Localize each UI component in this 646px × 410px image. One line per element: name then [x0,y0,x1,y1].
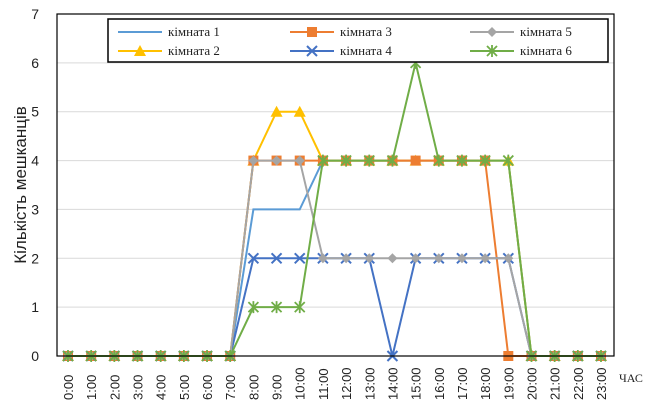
data-point-triangle [293,105,306,117]
plot-frame [56,13,615,357]
data-point-star [317,154,329,167]
data-point-diamond [317,253,328,264]
legend-label: кімната 2 [168,43,220,58]
y-tick-label: 1 [31,299,39,315]
legend-item: кімната 6 [470,43,572,58]
x-tick-label: 15:00 [409,367,424,400]
x-tick-label: 18:00 [478,367,493,400]
y-tick-label: 5 [31,104,39,120]
y-tick-label: 7 [31,6,39,22]
data-point-star [433,154,445,167]
data-point-diamond [487,27,497,37]
data-point-star [486,45,498,57]
data-point-diamond [503,253,514,264]
x-tick-label: 11:00 [316,368,331,400]
x-axis-label: ЧАС [619,371,643,385]
x-tick-label: 16:00 [432,367,447,400]
data-point-diamond [456,253,467,264]
x-tick-label: 22:00 [571,367,586,400]
legend-item: кімната 3 [290,24,392,39]
data-point-star [363,154,375,167]
data-point-triangle [134,45,146,56]
data-point-diamond [271,155,282,166]
data-point-diamond [387,253,398,264]
data-point-x [247,252,260,264]
legend-label: кімната 1 [168,24,220,39]
x-tick-label: 19:00 [501,367,516,400]
x-tick-label: 13:00 [362,367,377,400]
y-tick-label: 6 [31,55,39,71]
legend-item: кімната 2 [118,43,220,58]
x-tick-label: 17:00 [455,367,470,400]
x-axis-ticks: 0:00 1:00 2:00 3:00 4:00 5:00 6:00 7:00 8:00 9:00… [61,367,609,400]
y-tick-label: 0 [31,348,39,364]
data-point-star [340,154,352,167]
y-tick-label: 3 [31,201,39,217]
x-tick-label: 8:00 [246,375,261,400]
legend-label: кімната 6 [520,43,572,58]
legend-item: кімната 1 [118,24,220,39]
x-tick-label: 23:00 [594,367,609,400]
x-tick-label: 20:00 [524,367,539,400]
data-point-diamond [433,253,444,264]
x-tick-label: 0:00 [61,375,76,400]
legend-label: кімната 3 [340,24,392,39]
y-tick-label: 4 [31,153,39,169]
data-point-star [502,154,514,167]
data-point-star [270,301,283,314]
data-point-square [307,27,317,37]
x-tick-label: 12:00 [339,367,354,400]
data-point-square [410,155,421,166]
data-point-x [270,252,283,264]
y-axis-label: Кількість мешканців [11,106,30,264]
x-tick-label: 7:00 [223,375,238,400]
legend-box [107,18,609,63]
series-group [62,56,607,362]
x-tick-label: 2:00 [107,375,122,400]
data-point-star [247,301,260,314]
x-tick-label: 4:00 [154,375,169,400]
legend-label: кімната 4 [340,43,392,58]
data-point-diamond [410,253,421,264]
data-point-diamond [248,155,259,166]
grid-lines [57,62,614,308]
series-line [68,110,601,357]
legend: кімната 1 кімната 3 кімната 5 кімната 2 кімн… [107,18,609,63]
series-кімната-2 [62,105,607,361]
data-point-star [456,154,468,167]
x-tick-label: 14:00 [385,367,400,400]
y-axis-ticks: 0 1 2 3 4 5 6 7 [31,6,39,364]
data-point-x [306,45,318,57]
data-point-star [386,154,399,167]
legend-item: кімната 5 [470,24,572,39]
x-tick-label: 3:00 [131,375,146,400]
x-tick-label: 5:00 [177,375,192,400]
data-point-star [294,301,306,314]
legend-item: кімната 4 [290,43,392,58]
data-point-diamond [480,253,491,264]
data-point-triangle [270,105,283,117]
x-tick-label: 6:00 [200,375,215,400]
data-point-star [479,154,491,167]
data-point-x [294,252,306,264]
x-tick-label: 10:00 [293,367,308,400]
x-tick-label: 9:00 [270,375,285,400]
legend-label: кімната 5 [520,24,572,39]
x-tick-label: 21:00 [548,367,563,400]
data-point-diamond [294,155,305,166]
data-point-diamond [364,253,375,264]
x-tick-label: 1:00 [84,375,99,400]
y-tick-label: 2 [31,250,39,266]
data-point-diamond [341,253,352,264]
